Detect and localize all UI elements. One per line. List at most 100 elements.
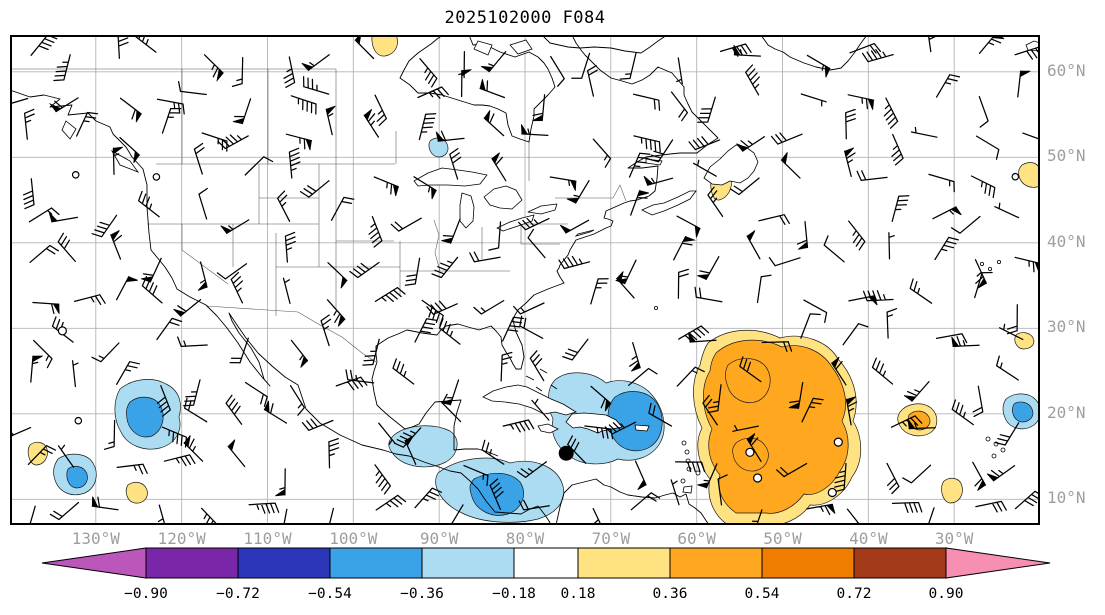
wind-barb-pennant — [32, 355, 43, 363]
vancouver-island — [110, 149, 140, 173]
inner-contour — [725, 358, 771, 403]
colorbar-segment — [237, 547, 331, 579]
wind-barb — [73, 294, 106, 306]
wind-barb — [974, 271, 993, 299]
wind-barb-pennant — [220, 225, 233, 234]
lat-tick-label: 10°N — [1047, 488, 1086, 508]
wind-barb-pennant — [521, 124, 529, 135]
wind-barb — [910, 126, 938, 138]
wind-barb — [116, 361, 141, 385]
wind-barb-pennant — [435, 131, 445, 142]
wind-barb — [719, 43, 752, 57]
wind-barb — [323, 507, 335, 525]
wind-barb — [244, 381, 268, 407]
wind-barb — [30, 35, 58, 56]
wind-barb — [975, 135, 1000, 160]
newfoundland-island — [703, 144, 759, 186]
wind-barb — [141, 276, 163, 304]
wind-barb — [404, 257, 421, 286]
wind-barb — [902, 464, 932, 484]
wind-barb — [283, 56, 296, 88]
wind-barb — [29, 244, 59, 263]
wind-barb — [648, 139, 674, 163]
wind-barb-pennant — [263, 400, 270, 414]
wind-barb-pennant — [480, 65, 494, 73]
wind-barb-pennant — [441, 237, 454, 244]
wind-barb — [23, 108, 35, 140]
wind-barb — [57, 444, 75, 468]
wind-barb — [473, 299, 505, 315]
wind-barb — [378, 422, 396, 446]
wind-barb — [842, 323, 869, 346]
wind-barb — [10, 426, 32, 438]
wind-barb — [856, 170, 888, 182]
coastline-pacific — [9, 89, 552, 526]
wind-barb — [531, 398, 550, 421]
wind-barb — [1014, 490, 1040, 510]
wind-barb — [676, 366, 705, 387]
wind-barb-pennant — [483, 110, 491, 123]
wind-barb-pennant — [135, 109, 142, 123]
wind-barb — [746, 509, 763, 525]
wind-barb — [998, 323, 1024, 341]
wind-barb-pennant — [736, 143, 749, 152]
storm-position-marker — [558, 445, 574, 461]
wind-barb — [768, 256, 801, 267]
anomaly-region — [1014, 332, 1035, 350]
wind-barb — [801, 397, 824, 423]
wind-barb — [438, 318, 461, 345]
wind-barb-pennant — [461, 69, 472, 77]
wind-barb — [513, 302, 545, 315]
wind-barb — [890, 415, 923, 428]
wind-barb — [562, 338, 589, 361]
anomaly-region — [388, 425, 458, 468]
colorbar-right-arrow — [945, 547, 1051, 579]
wind-barb — [975, 500, 1007, 513]
wind-barb — [414, 318, 438, 343]
wind-barb-pennant — [746, 230, 756, 242]
wind-barb-pennant — [867, 98, 875, 110]
wind-barb — [53, 54, 71, 82]
shaded-anomaly-regions — [27, 35, 1040, 525]
wind-barb — [156, 385, 171, 417]
wind-barb — [302, 76, 330, 95]
wind-barb — [518, 217, 550, 231]
colorbar-segment — [421, 547, 515, 579]
wind-barb-pennant — [788, 402, 800, 409]
wind-barb — [374, 464, 392, 495]
wind-barb — [862, 290, 894, 302]
wind-barb — [183, 397, 208, 423]
wind-barb — [156, 98, 185, 115]
wind-barb-pennant — [907, 418, 916, 430]
wind-barb — [803, 299, 828, 324]
wind-barb — [670, 91, 689, 122]
lon-tick-label: 70°W — [591, 529, 631, 548]
wind-barb — [91, 214, 118, 238]
wind-barb — [75, 111, 99, 137]
wind-barb-pennant — [559, 224, 572, 234]
anticosti-island — [645, 158, 663, 166]
wind-barb — [770, 132, 803, 145]
wind-barb — [888, 232, 895, 260]
coastlines-borders — [9, 34, 1041, 526]
wind-barb — [800, 313, 821, 339]
calm-wind-circle — [57, 326, 68, 336]
wind-barb-pennant — [831, 356, 840, 369]
lon-tick-label: 50°W — [763, 529, 802, 548]
wind-barb-pennant — [404, 435, 414, 447]
wind-barb-pennant — [780, 152, 788, 165]
figure-title: 2025102000 F084 — [444, 8, 606, 28]
wind-barb — [927, 507, 935, 525]
wind-barb — [441, 393, 462, 423]
wind-barb — [375, 494, 407, 511]
lon-tick-label: 80°W — [505, 529, 545, 548]
wind-barb — [244, 156, 274, 176]
wind-barb — [32, 339, 53, 369]
wind-barb-pennant — [630, 361, 641, 372]
wind-barb — [886, 308, 898, 339]
map-area — [9, 34, 1041, 526]
colorbar-segment — [669, 547, 763, 579]
wind-barb — [717, 474, 728, 506]
wind-barb — [301, 418, 334, 431]
